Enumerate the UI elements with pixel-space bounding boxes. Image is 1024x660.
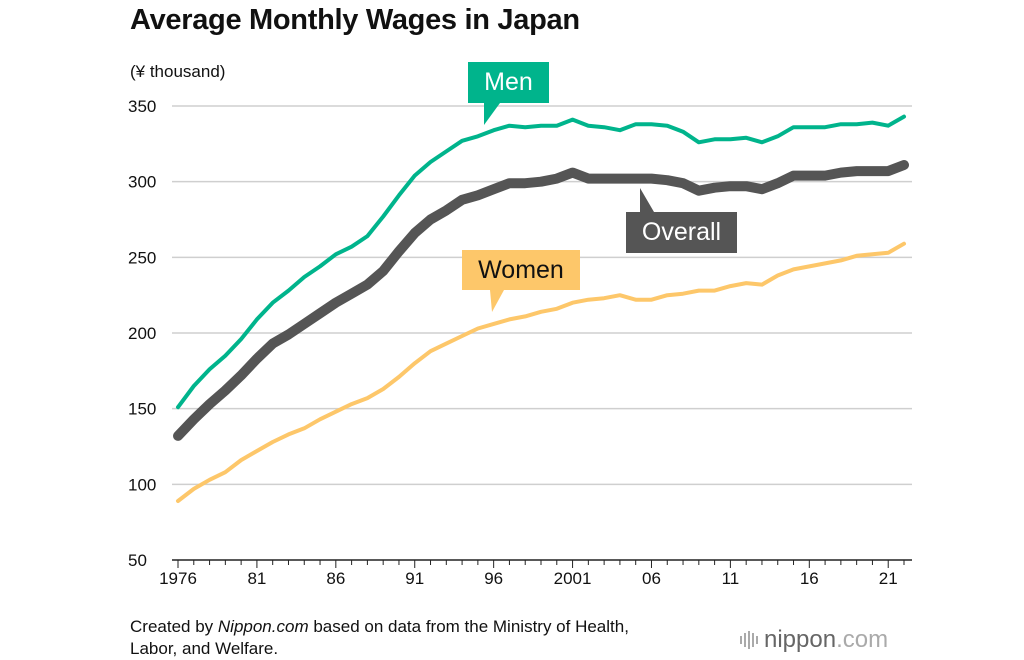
x-tick-label: 91 [405,569,424,588]
x-tick-label: 96 [484,569,503,588]
logo-suffix: .com [836,626,889,653]
x-tick-label: 81 [247,569,266,588]
y-tick-label: 150 [128,400,156,419]
x-tick-label: 06 [642,569,661,588]
y-tick-label: 250 [128,248,156,267]
women-callout: Women [462,250,580,290]
x-tick-label: 2001 [554,569,592,588]
y-axis-unit-label: (¥ thousand) [130,62,226,81]
x-tick-label: 11 [722,569,740,588]
series-line-overall [173,160,909,441]
series-line-men [176,114,906,410]
overall-callout-pointer [640,188,654,212]
y-tick-label: 350 [128,97,156,116]
y-tick-label: 50 [128,551,147,570]
line-chart: 50 100 150 200 250 300 350 1976 81 86 91 96 2001 06 11… [128,97,912,588]
x-tick-label: 86 [326,569,345,588]
source-brand: Nippon.com [217,617,309,636]
x-tick-label: 1976 [159,569,197,588]
men-callout: Men [468,62,549,103]
source-note: Created by Nippon.com based on data from… [130,616,629,660]
source-line2: Labor, and Welfare. [130,639,279,658]
series-line-women [176,241,906,503]
y-tick-label: 200 [128,324,156,343]
overall-callout: Overall [626,212,737,253]
chart-title: Average Monthly Wages in Japan [130,4,580,36]
source-prefix: Created by [130,617,218,636]
women-callout-pointer [490,290,504,312]
nippon-logo: nippon.com [740,626,888,654]
source-suffix: based on data from the Ministry of Healt… [308,617,629,636]
y-tick-label: 300 [128,173,156,192]
logo-text: nippon [764,626,837,653]
y-tick-label: 100 [128,475,156,494]
logo-bars-icon [740,631,758,649]
x-tick-label: 16 [800,569,819,588]
x-tick-label: 21 [879,569,898,588]
men-callout-pointer [484,103,500,125]
